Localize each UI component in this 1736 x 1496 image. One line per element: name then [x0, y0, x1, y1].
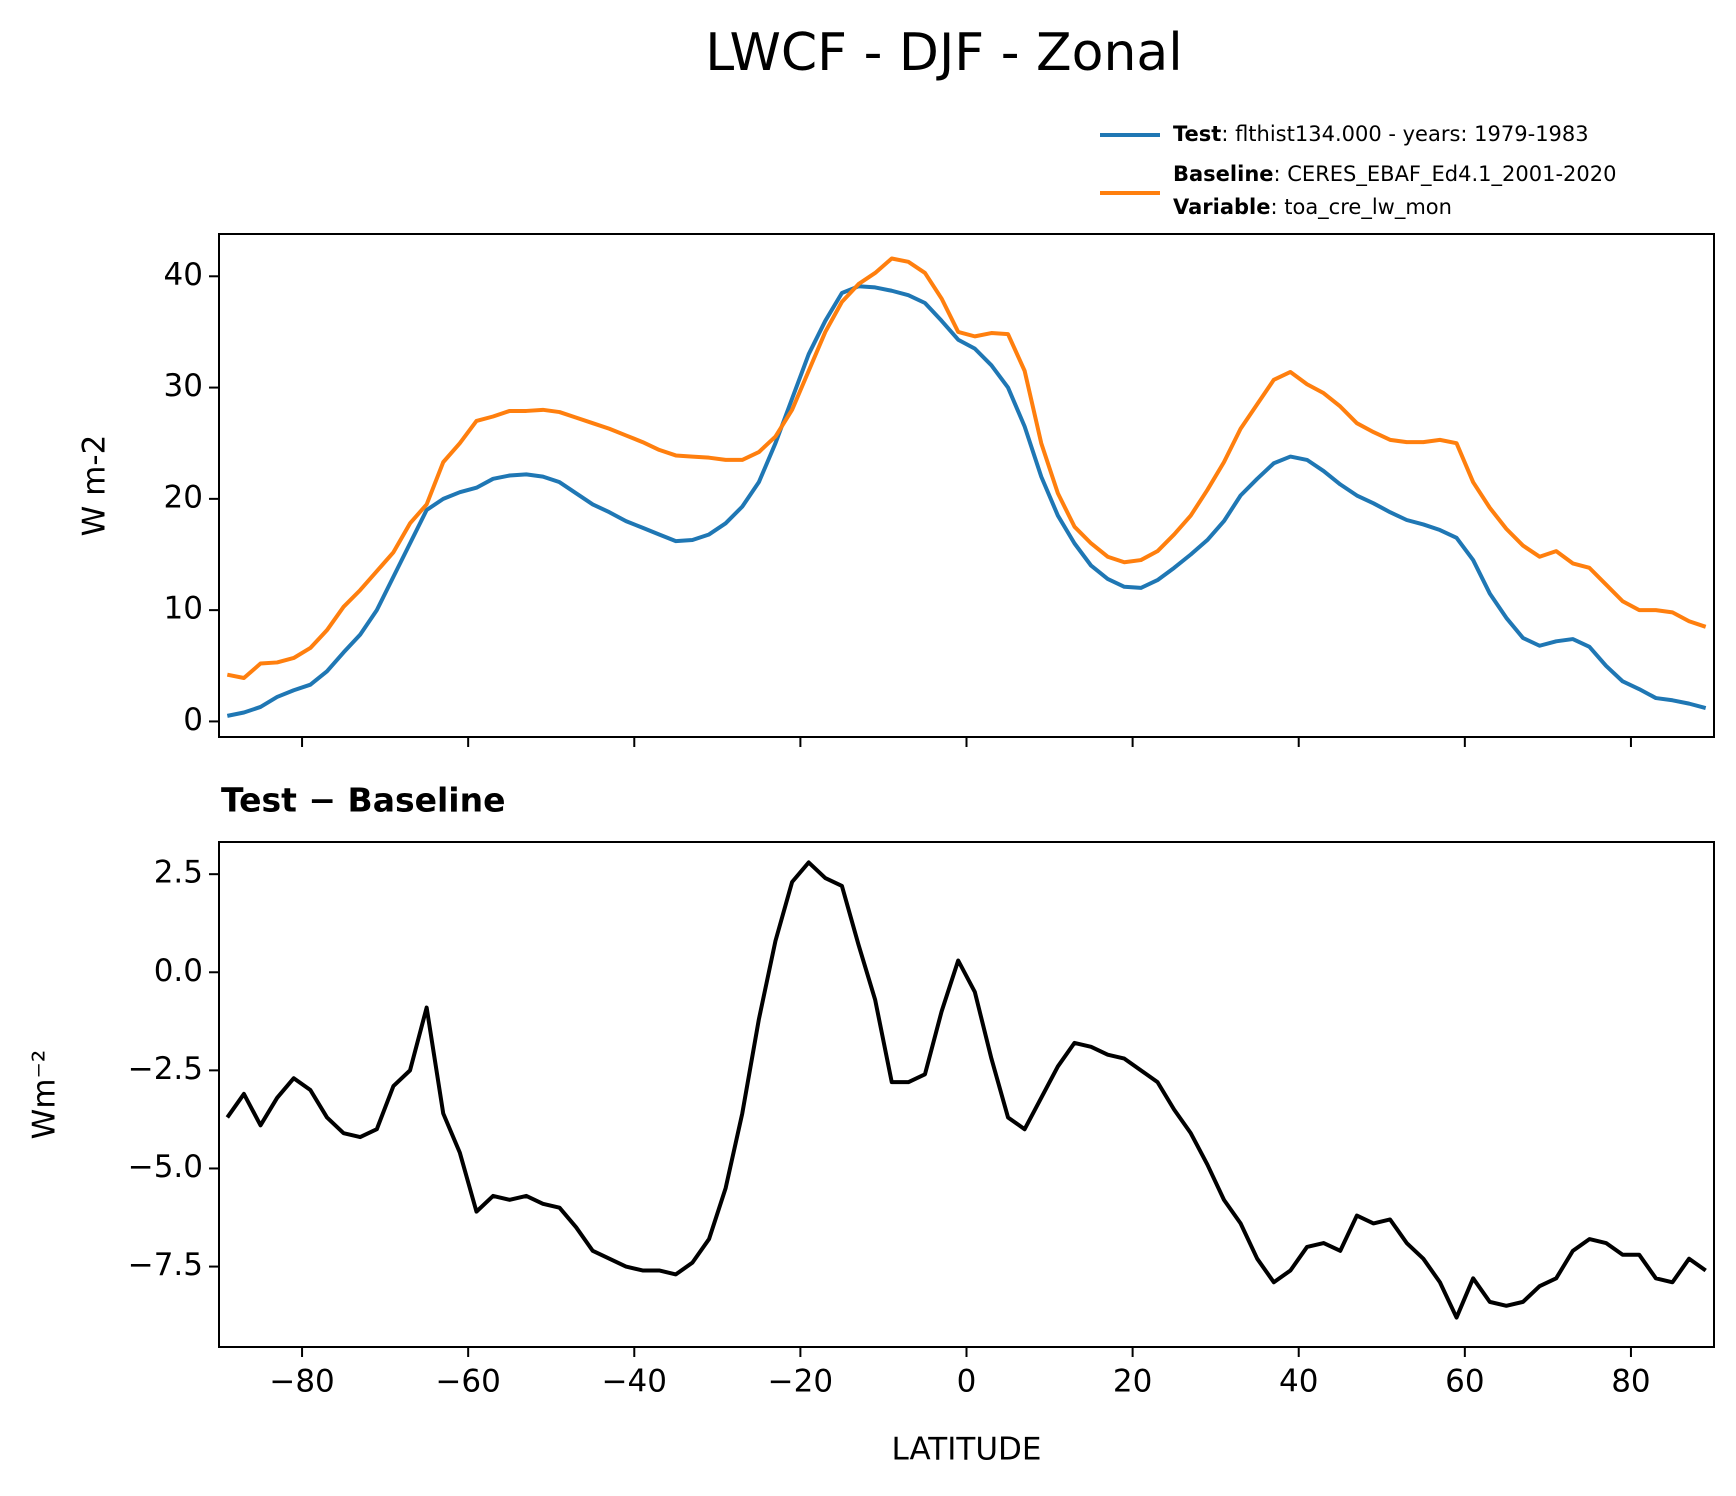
plot-frame [218, 233, 1715, 738]
series-line [225, 860, 1707, 1320]
y-tick-label: 20 [164, 479, 203, 515]
legend-entry: Baseline: CERES_EBAF_Ed4.1_2001-2020 [1173, 162, 1616, 187]
y-tick-label: 0.0 [154, 953, 203, 989]
legend-entry: Test: flthist134.000 - years: 1979-1983 [1173, 122, 1589, 146]
y-tick-label: 40 [164, 257, 203, 293]
y-axis-label: Wm⁻² [27, 1050, 63, 1140]
x-tick-label: 20 [1113, 1364, 1152, 1400]
series-line [226, 256, 1707, 681]
y-tick-label: −5.0 [128, 1149, 203, 1185]
plot-frame [218, 841, 1715, 1348]
x-tick-label: 40 [1279, 1364, 1318, 1400]
subplot-title: Test − Baseline [221, 781, 506, 820]
y-tick-label: 0 [183, 702, 203, 738]
figure-title: LWCF - DJF - Zonal [705, 23, 1182, 83]
x-tick-label: −80 [269, 1364, 334, 1400]
legend-note: Variable: toa_cre_lw_mon [1173, 195, 1452, 220]
x-tick-label: −60 [435, 1364, 500, 1400]
y-tick-label: 30 [164, 368, 203, 404]
legend: Test: flthist134.000 - years: 1979-1983 … [1100, 122, 1616, 220]
x-tick-label: −40 [602, 1364, 667, 1400]
y-tick-label: 10 [164, 591, 203, 627]
x-axis-label: LATITUDE [892, 1432, 1042, 1468]
x-tick-label: 60 [1445, 1364, 1484, 1400]
x-tick-label: 0 [957, 1364, 977, 1400]
x-tick-label: 80 [1611, 1364, 1650, 1400]
x-tick-label: −20 [768, 1364, 833, 1400]
y-tick-label: −7.5 [128, 1247, 203, 1283]
y-axis-label: W m-2 [77, 435, 113, 537]
y-tick-label: 2.5 [154, 855, 203, 891]
series-line [226, 284, 1707, 718]
y-tick-label: −2.5 [128, 1051, 203, 1087]
